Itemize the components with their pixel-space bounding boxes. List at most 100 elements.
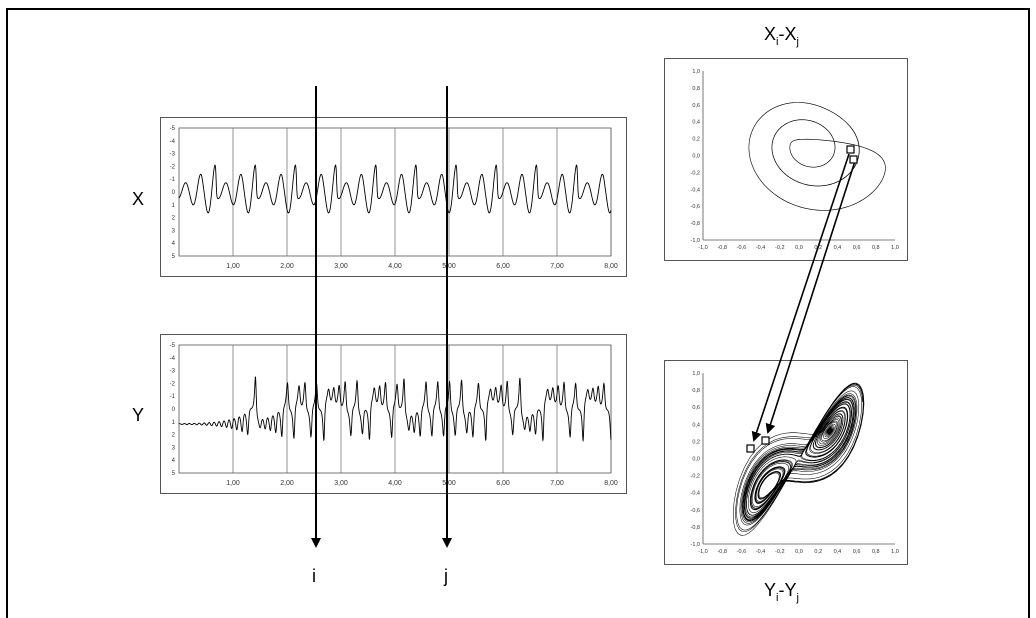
y-series-y-tick-label: -5 bbox=[170, 343, 176, 349]
yy-phase-y-tick-label: -1,0 bbox=[691, 542, 700, 548]
xx-phase-y-tick-label: -0,2 bbox=[691, 170, 700, 176]
x-series-x-tick-label: 4,00 bbox=[388, 263, 402, 270]
y-series-y-tick-label: 3 bbox=[172, 445, 176, 451]
y-timeseries-panel: 1,00 2,00 3,00 4,00 5,00 6,00 7,00 8,00 -5 -4 -3 -2… bbox=[160, 334, 627, 494]
yy-phase-x-tick-label: -0,2 bbox=[775, 549, 784, 555]
y-series-x-tick-label: 8,00 bbox=[604, 480, 618, 487]
xx-phase-y-tick-label: -0,4 bbox=[691, 187, 700, 193]
xx-phase-y-tick-label: 1,0 bbox=[692, 69, 700, 75]
y-series-x-tick-label: 4,00 bbox=[388, 480, 402, 487]
yy-phase-trajectory bbox=[732, 382, 865, 536]
yy-phase-y-tick-label: 0,2 bbox=[692, 439, 700, 445]
xx-phase-trajectory bbox=[748, 102, 886, 211]
xx-phase-x-tick-label: 0,6 bbox=[853, 245, 861, 251]
yy-plot-title: Yi-Yj bbox=[764, 580, 799, 604]
y-series-x-tick-label: 3,00 bbox=[334, 480, 348, 487]
xx-phase-y-tick-label: 0,4 bbox=[692, 120, 700, 126]
xx-phase-y-tick-label: 0,0 bbox=[692, 154, 700, 160]
yy-phase-x-tick-label: -0,8 bbox=[717, 549, 726, 555]
xx-phase-plot: -1,0-1,0 -0,8 -0,8 -0,6 -0,6 -0,4 -0,4 -0,2 -0,2… bbox=[691, 69, 899, 251]
yy-phase-x-tick-label: -1,0 bbox=[698, 549, 707, 555]
x-series-y-tick-label: 4 bbox=[172, 241, 176, 247]
xx-phase-y-tick-label: -1,0 bbox=[691, 238, 700, 244]
x-series-y-tick-label: 0 bbox=[172, 190, 176, 196]
x-series-y-tick-label: -4 bbox=[170, 139, 176, 145]
yy-phase-x-tick-label: -0,4 bbox=[756, 549, 765, 555]
x-series-x-tick-label: 5,00 bbox=[442, 263, 456, 270]
yy-phase-y-tick-label: -0,6 bbox=[691, 508, 700, 514]
yy-phase-y-tick-label: 1,0 bbox=[692, 371, 700, 377]
yy-phase-y-tick-label: 0,8 bbox=[692, 388, 700, 394]
yy-phase-x-tick-label: 0,8 bbox=[872, 549, 880, 555]
y-series-x-tick-label: 1,00 bbox=[226, 480, 240, 487]
y-series-x-tick-label: 6,00 bbox=[496, 480, 510, 487]
y-series-y-tick-label: -2 bbox=[170, 381, 176, 387]
xx-phase-x-tick-label: -0,8 bbox=[717, 245, 726, 251]
x-timeseries-plot: 1,00 2,00 3,00 4,00 5,00 6,00 7,00 8,00 -5 -4 -3 -2… bbox=[170, 126, 618, 270]
x-series-x-tick-label: 7,00 bbox=[550, 263, 564, 270]
yy-phase-y-tick-label: 0,4 bbox=[692, 422, 700, 428]
y-series-y-tick-label: 4 bbox=[172, 458, 176, 464]
yy-phase-plot: -1,0-1,0 -0,8 -0,8 -0,6 -0,6 -0,4 -0,4 -0,2 -0,2… bbox=[691, 371, 899, 555]
x-timeseries-panel: 1,00 2,00 3,00 4,00 5,00 6,00 7,00 8,00 -5 -4 -3 -2… bbox=[160, 117, 627, 277]
y-series-x-tick-label: 5,00 bbox=[442, 480, 456, 487]
xx-phase-x-tick-label: 0,4 bbox=[834, 245, 842, 251]
xx-phase-y-tick-label: 0,8 bbox=[692, 86, 700, 92]
arrow-i-label: i bbox=[312, 566, 316, 586]
x-series-y-tick-label: -2 bbox=[170, 164, 176, 170]
yy-phase-x-tick-label: 0,0 bbox=[795, 549, 803, 555]
y-series-x-tick-label: 7,00 bbox=[550, 480, 564, 487]
y-series-y-tick-label: -3 bbox=[170, 369, 176, 375]
x-series-x-tick-label: 8,00 bbox=[604, 263, 618, 270]
y-series-y-tick-label: 5 bbox=[172, 471, 176, 477]
x-series-signal-trace bbox=[178, 164, 612, 214]
x-series-x-tick-label: 6,00 bbox=[496, 263, 510, 270]
x-series-y-tick-label: 1 bbox=[172, 203, 176, 209]
x-series-y-tick-label: -5 bbox=[170, 126, 176, 132]
x-series-y-tick-label: -1 bbox=[170, 177, 176, 183]
yy-phase-y-tick-label: -0,2 bbox=[691, 474, 700, 480]
y-series-y-tick-label: 0 bbox=[172, 407, 176, 413]
x-series-y-tick-label: 5 bbox=[172, 254, 176, 260]
yy-phase-panel: -1,0 -1,0 -0,8 -0,8 -0,6 -0,6 -0,4 -0,4 -0,2 -0,2… bbox=[664, 360, 908, 565]
xx-phase-x-tick-label: -0,2 bbox=[775, 245, 784, 251]
xx-phase-x-tick-label: 0,0 bbox=[795, 245, 803, 251]
xx-phase-panel: -1,0 -1,0 -0,8 -0,8 -0,6 -0,6 -0,4 -0,4 -0,2 -0,2… bbox=[664, 58, 908, 261]
xx-phase-x-tick-label: -1,0 bbox=[698, 245, 707, 251]
xx-phase-x-tick-label: -0,4 bbox=[756, 245, 765, 251]
x-series-x-tick-label: 3,00 bbox=[334, 263, 348, 270]
arrow-j-label: j bbox=[444, 566, 448, 586]
x-series-y-tick-label: 2 bbox=[172, 216, 176, 222]
xx-phase-x-tick-label: 0,8 bbox=[872, 245, 880, 251]
xx-phase-x-tick-label: -0,6 bbox=[737, 245, 746, 251]
y-series-y-tick-label: 1 bbox=[172, 420, 176, 426]
y-series-y-tick-label: -1 bbox=[170, 394, 176, 400]
y-series-x-tick-label: 2,00 bbox=[280, 480, 294, 487]
x-series-y-tick-label: -3 bbox=[170, 152, 176, 158]
y-series-y-tick-label: 2 bbox=[172, 433, 176, 439]
yy-phase-x-tick-label: -0,6 bbox=[737, 549, 746, 555]
xx-phase-x-tick-label: 1,0 bbox=[891, 245, 899, 251]
yy-phase-y-tick-label: 0,0 bbox=[692, 457, 700, 463]
y-timeseries-plot: 1,00 2,00 3,00 4,00 5,00 6,00 7,00 8,00 -5 -4 -3 -2… bbox=[170, 343, 618, 487]
y-series-label: Y bbox=[132, 405, 145, 425]
x-series-x-tick-label: 1,00 bbox=[226, 263, 240, 270]
x-series-label: X bbox=[132, 189, 145, 209]
xx-phase-y-tick-label: 0,6 bbox=[692, 103, 700, 109]
y-series-y-tick-label: -4 bbox=[170, 356, 176, 362]
y-series-signal-trace bbox=[178, 376, 612, 443]
yy-phase-x-tick-label: 1,0 bbox=[891, 549, 899, 555]
xx-phase-y-tick-label: -0,8 bbox=[691, 221, 700, 227]
yy-phase-y-tick-label: -0,4 bbox=[691, 491, 700, 497]
xx-plot-title: Xi-Xj bbox=[764, 24, 799, 48]
xx-phase-x-tick-label: 0,2 bbox=[814, 245, 822, 251]
yy-phase-x-tick-label: 0,4 bbox=[834, 549, 842, 555]
yy-phase-x-tick-label: 0,2 bbox=[814, 549, 822, 555]
yy-phase-y-tick-label: 0,6 bbox=[692, 405, 700, 411]
yy-phase-x-tick-label: 0,6 bbox=[853, 549, 861, 555]
x-series-x-tick-label: 2,00 bbox=[280, 263, 294, 270]
figure-frame bbox=[6, 8, 1030, 618]
x-series-y-tick-label: 3 bbox=[172, 228, 176, 234]
xx-phase-y-tick-label: 0,2 bbox=[692, 137, 700, 143]
yy-phase-y-tick-label: -0,8 bbox=[691, 525, 700, 531]
